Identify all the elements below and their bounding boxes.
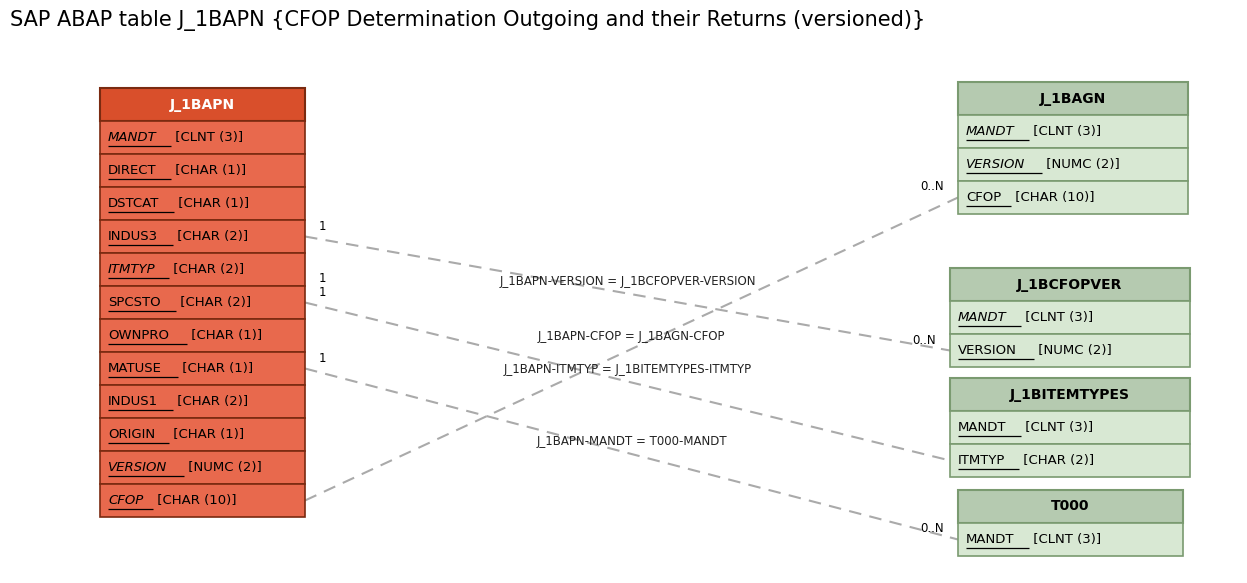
Text: [NUMC (2)]: [NUMC (2)]	[1034, 344, 1112, 357]
Text: CFOP: CFOP	[108, 494, 143, 507]
Bar	[100, 187, 306, 220]
Text: J_1BITEMTYPES: J_1BITEMTYPES	[1010, 388, 1130, 402]
Text: J_1BAPN: J_1BAPN	[170, 97, 236, 111]
Text: J_1BCFOPVER: J_1BCFOPVER	[1018, 278, 1122, 292]
Text: J_1BAPN-MANDT = T000-MANDT: J_1BAPN-MANDT = T000-MANDT	[536, 435, 727, 448]
Bar	[100, 352, 306, 385]
Text: [CLNT (3)]: [CLNT (3)]	[1021, 311, 1094, 324]
Text: MANDT: MANDT	[958, 311, 1006, 324]
Text: [CLNT (3)]: [CLNT (3)]	[1029, 533, 1101, 546]
Text: T000: T000	[1051, 500, 1090, 514]
Bar	[100, 385, 306, 418]
Bar	[958, 82, 1188, 115]
Text: INDUS1: INDUS1	[108, 395, 158, 408]
Bar	[100, 154, 306, 187]
Bar	[958, 523, 1183, 556]
Bar	[100, 253, 306, 286]
Text: SAP ABAP table J_1BAPN {CFOP Determination Outgoing and their Returns (versioned: SAP ABAP table J_1BAPN {CFOP Determinati…	[10, 10, 925, 31]
Text: VERSION: VERSION	[958, 344, 1016, 357]
Text: MANDT: MANDT	[958, 421, 1006, 434]
Text: [CHAR (1)]: [CHAR (1)]	[177, 362, 253, 375]
Bar	[950, 378, 1190, 411]
Text: [CLNT (3)]: [CLNT (3)]	[171, 131, 243, 144]
Bar	[958, 115, 1188, 148]
Text: VERSION: VERSION	[966, 158, 1025, 171]
Bar	[100, 319, 306, 352]
Bar	[100, 121, 306, 154]
Bar	[100, 220, 306, 253]
Bar	[950, 301, 1190, 334]
Text: 0..N: 0..N	[913, 333, 936, 346]
Text: [CHAR (2)]: [CHAR (2)]	[1019, 454, 1095, 467]
Text: [CLNT (3)]: [CLNT (3)]	[1020, 421, 1092, 434]
Text: [CHAR (2)]: [CHAR (2)]	[172, 395, 248, 408]
Text: MATUSE: MATUSE	[108, 362, 162, 375]
Text: 1
1: 1 1	[319, 272, 327, 298]
Text: 1: 1	[319, 220, 327, 233]
Text: DIRECT: DIRECT	[108, 164, 157, 177]
Text: VERSION: VERSION	[108, 461, 167, 474]
Text: MANDT: MANDT	[966, 125, 1015, 138]
Text: [CHAR (1)]: [CHAR (1)]	[175, 197, 249, 210]
Text: [CHAR (10)]: [CHAR (10)]	[1011, 191, 1095, 204]
Text: ITMTYP: ITMTYP	[958, 454, 1005, 467]
Bar	[100, 451, 306, 484]
Text: [CHAR (1)]: [CHAR (1)]	[171, 164, 246, 177]
Text: [CHAR (2)]: [CHAR (2)]	[170, 263, 244, 276]
Text: [CHAR (1)]: [CHAR (1)]	[168, 428, 244, 441]
Text: CFOP: CFOP	[966, 191, 1001, 204]
Text: [CHAR (2)]: [CHAR (2)]	[172, 230, 248, 243]
Text: J_1BAPN-ITMTYP = J_1BITEMTYPES-ITMTYP: J_1BAPN-ITMTYP = J_1BITEMTYPES-ITMTYP	[504, 363, 752, 375]
Text: INDUS3: INDUS3	[108, 230, 158, 243]
Text: DSTCAT: DSTCAT	[108, 197, 160, 210]
Text: [CHAR (1)]: [CHAR (1)]	[187, 329, 262, 342]
Bar	[100, 418, 306, 451]
Text: MANDT: MANDT	[966, 533, 1015, 546]
Text: MANDT: MANDT	[108, 131, 157, 144]
Bar	[950, 411, 1190, 444]
Text: [CHAR (10)]: [CHAR (10)]	[153, 494, 237, 507]
Text: 0..N: 0..N	[920, 181, 944, 194]
Bar	[100, 484, 306, 517]
Text: 1: 1	[319, 352, 327, 364]
Text: 0..N: 0..N	[920, 522, 944, 536]
Text: [NUMC (2)]: [NUMC (2)]	[1042, 158, 1120, 171]
Bar	[958, 181, 1188, 214]
Text: [CLNT (3)]: [CLNT (3)]	[1029, 125, 1101, 138]
Text: [CHAR (2)]: [CHAR (2)]	[176, 296, 251, 309]
Bar	[958, 148, 1188, 181]
Text: J_1BAPN-VERSION = J_1BCFOPVER-VERSION: J_1BAPN-VERSION = J_1BCFOPVER-VERSION	[499, 275, 756, 287]
Bar	[950, 268, 1190, 301]
Bar	[950, 444, 1190, 477]
Bar	[100, 88, 306, 121]
Text: [NUMC (2)]: [NUMC (2)]	[185, 461, 262, 474]
Bar	[950, 334, 1190, 367]
Bar	[958, 490, 1183, 523]
Text: J_1BAPN-CFOP = J_1BAGN-CFOP: J_1BAPN-CFOP = J_1BAGN-CFOP	[537, 330, 726, 343]
Text: ORIGIN: ORIGIN	[108, 428, 155, 441]
Text: SPCSTO: SPCSTO	[108, 296, 161, 309]
Text: OWNPRO: OWNPRO	[108, 329, 170, 342]
Bar	[100, 286, 306, 319]
Text: ITMTYP: ITMTYP	[108, 263, 156, 276]
Text: J_1BAGN: J_1BAGN	[1040, 92, 1106, 106]
